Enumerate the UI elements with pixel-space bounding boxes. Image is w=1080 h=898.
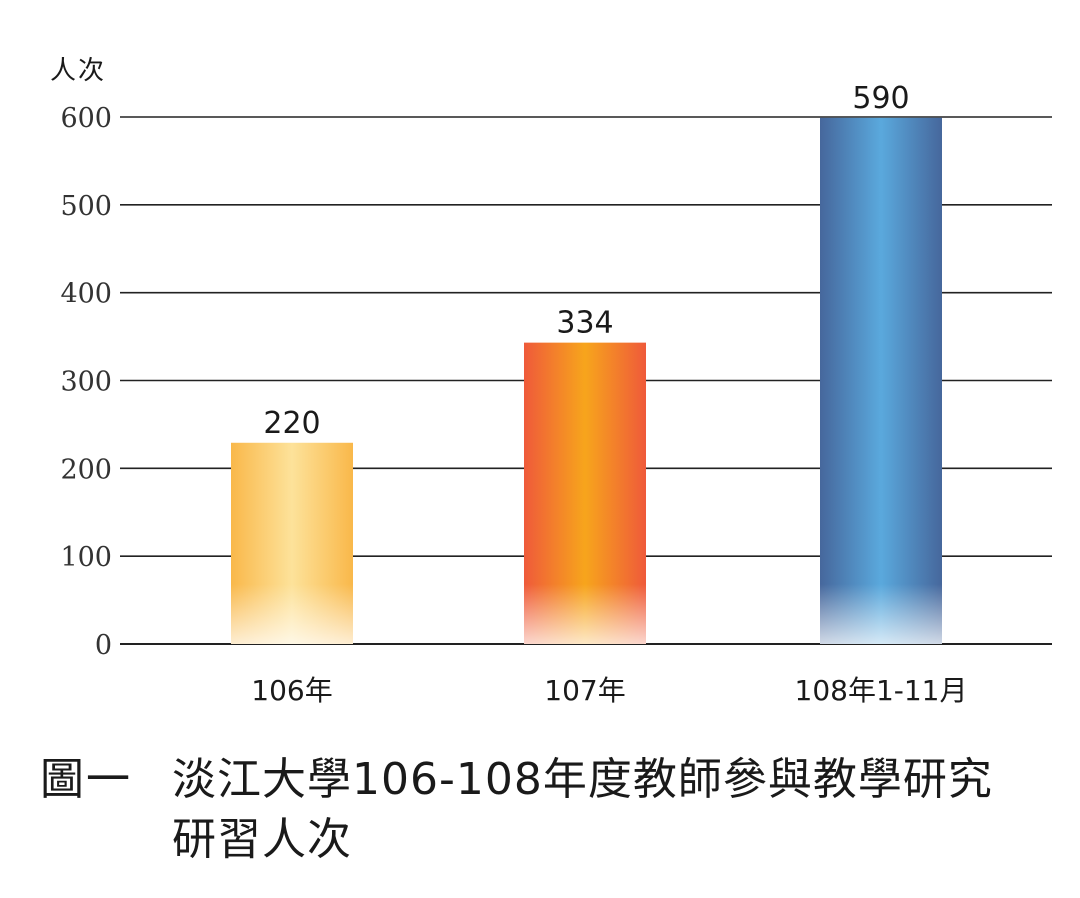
bar-fade [231,584,353,644]
x-tick-label: 107年 [544,674,625,707]
y-tick-label: 0 [95,630,112,661]
x-tick-label: 106年 [251,674,332,707]
y-tick-label: 100 [60,542,112,573]
caption-label: 圖一 [40,754,132,805]
y-tick-label: 500 [60,191,112,222]
data-label: 334 [556,306,613,341]
data-label: 220 [263,406,320,441]
x-tick-label: 108年1-11月 [795,674,968,707]
y-tick-label: 600 [60,103,112,134]
y-tick-label: 300 [60,367,112,398]
y-tick-labels: 0 100 200 300 400 500 600 [60,103,112,661]
y-tick-label: 200 [60,454,112,485]
chart-area: 220 334 590 0 100 200 300 400 500 600 106年 107年 10… [50,56,1052,707]
bar [820,117,942,645]
bar-fade [524,584,646,644]
x-tick-labels: 106年 107年 108年1-11月 [251,674,967,707]
data-labels: 220 334 590 [263,81,909,441]
bars [231,117,942,645]
y-tick-label: 400 [60,279,112,310]
data-label: 590 [852,81,909,116]
caption-text: 淡江大學106-108年度教師參與教學研究研習人次 [172,754,993,865]
y-axis-label: 人次 [50,56,107,86]
figure-caption: 圖一 淡江大學106-108年度教師參與教學研究研習人次 [40,750,1040,870]
bar-fade [820,584,942,644]
